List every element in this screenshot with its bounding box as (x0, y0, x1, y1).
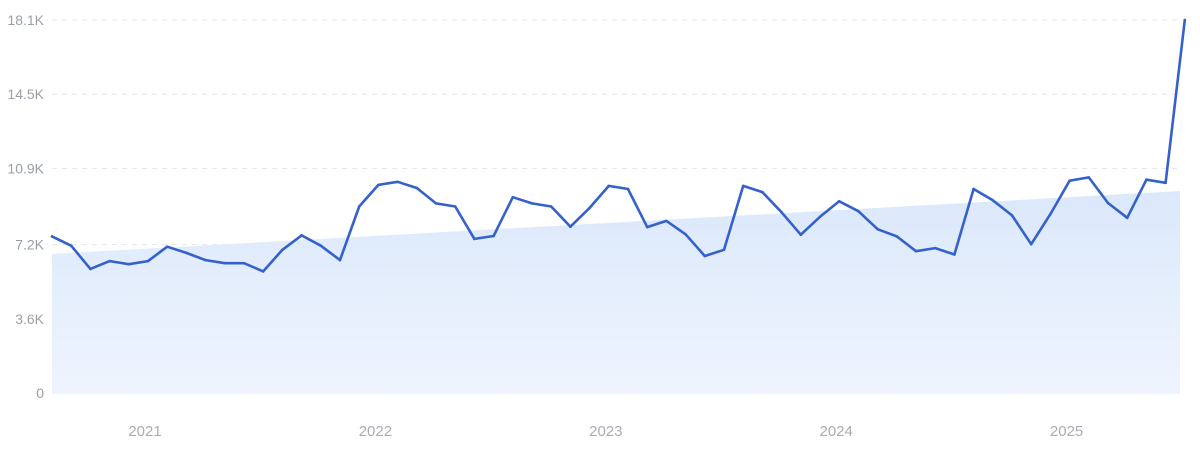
data-point (665, 219, 668, 223)
data-point (761, 190, 764, 194)
y-tick-label: 14.5K (7, 86, 44, 102)
data-point (396, 180, 399, 184)
data-point (1068, 179, 1071, 183)
data-point (1145, 178, 1148, 182)
series-line (50, 18, 1187, 273)
data-point (261, 270, 265, 273)
data-point (377, 183, 380, 187)
y-tick-label: 0 (36, 385, 44, 401)
data-point (588, 206, 591, 210)
data-point (338, 258, 342, 262)
data-point (357, 205, 361, 208)
data-point (799, 233, 803, 237)
data-point (895, 235, 899, 238)
data-point (89, 267, 92, 271)
x-tick-label: 2025 (1050, 423, 1083, 440)
trend-area (52, 191, 1180, 393)
data-point (914, 249, 918, 253)
y-tick-label: 7.2K (15, 237, 44, 253)
data-point (69, 244, 73, 247)
data-point (837, 200, 841, 203)
data-point (511, 195, 515, 199)
data-point (281, 248, 284, 252)
data-point (684, 233, 687, 236)
data-point (780, 210, 783, 214)
data-point (607, 184, 611, 188)
data-point (1183, 18, 1187, 22)
data-point (1029, 242, 1033, 246)
x-axis-tick-labels: 2021 2022 2023 2024 2025 (128, 423, 1083, 440)
series-lines (50, 18, 1187, 273)
data-point (933, 246, 937, 250)
data-point (300, 234, 303, 237)
y-tick-label: 18.1K (7, 12, 44, 28)
data-point (50, 235, 54, 238)
data-point (204, 258, 207, 262)
data-point (108, 259, 111, 263)
data-point (223, 261, 227, 265)
data-point (741, 184, 745, 188)
data-point (1125, 216, 1129, 220)
data-point (549, 205, 553, 208)
data-point (991, 199, 995, 202)
data-point (185, 251, 188, 255)
data-point (127, 262, 131, 266)
data-point (972, 187, 975, 191)
data-point (703, 254, 707, 258)
x-tick-label: 2021 (128, 423, 161, 440)
data-point (876, 227, 879, 231)
data-point (319, 244, 323, 247)
data-point (722, 248, 726, 252)
data-point (453, 205, 457, 208)
x-tick-label: 2022 (359, 423, 392, 440)
data-point (530, 202, 534, 205)
data-point (645, 225, 649, 229)
data-point (165, 245, 169, 248)
data-point (569, 225, 572, 228)
data-point (1049, 212, 1052, 216)
x-tick-label: 2024 (820, 423, 853, 440)
data-point (818, 215, 822, 219)
x-tick-label: 2023 (589, 423, 622, 440)
y-tick-label: 3.6K (15, 311, 44, 327)
data-point (415, 186, 419, 190)
data-point (953, 253, 956, 256)
data-point (434, 202, 438, 205)
data-point (1164, 181, 1167, 185)
data-point (1087, 176, 1091, 179)
data-point (857, 209, 860, 213)
y-axis-tick-labels: 0 3.6K 7.2K 10.9K 14.5K 18.1K (7, 12, 44, 401)
data-point (146, 259, 150, 263)
y-tick-label: 10.9K (7, 160, 44, 176)
data-point (1010, 214, 1014, 217)
data-point (1106, 201, 1110, 205)
data-point (242, 261, 246, 265)
data-point (626, 187, 630, 191)
data-point (473, 237, 476, 241)
data-point (492, 234, 495, 238)
